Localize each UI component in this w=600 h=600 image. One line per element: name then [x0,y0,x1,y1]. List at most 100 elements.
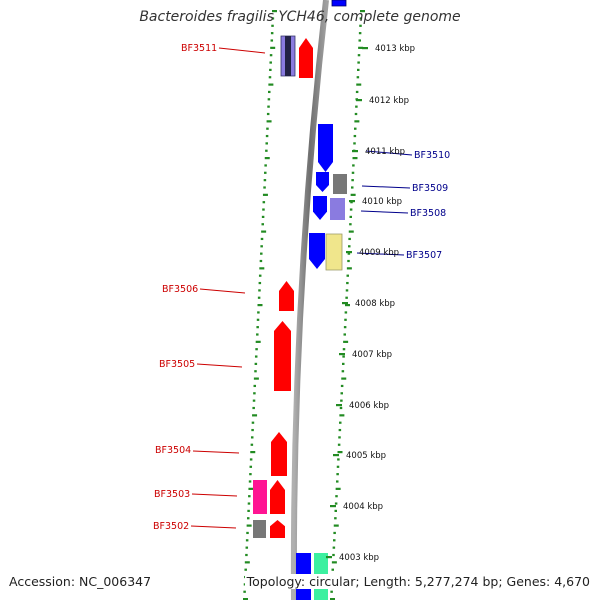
left-dotted-outline [254,362,258,365]
right-dotted-outline [349,208,353,211]
right-dotted-outline [347,252,351,255]
kbp-tick-label: 4010 kbp [362,197,402,207]
right-dotted-outline [346,274,349,277]
kbp-tick-label: 4006 kbp [349,401,389,411]
right-dotted-outline [349,223,352,226]
gene-label-minus: BF3511 [181,43,217,54]
right-dotted-outline [357,54,361,57]
gene-features [253,0,347,600]
gene-bf3509-gray [333,174,347,194]
left-dotted-outline [260,252,263,255]
kbp-tick-label: 4004 kbp [343,502,383,512]
right-dotted-outline [331,561,337,564]
left-dotted-outline [270,32,274,35]
right-dotted-outline [336,473,339,476]
gene-bf3505 [274,321,291,391]
label-connector [365,150,413,156]
left-dotted-outline [262,208,265,211]
right-dotted-outline [348,230,354,233]
left-dotted-outline [256,318,260,321]
kbp-tick-mark [346,251,352,254]
left-dotted-outline [261,230,267,233]
left-dotted-outline [250,451,256,454]
right-dotted-outline [345,296,348,299]
left-dotted-outline [251,428,254,432]
kbp-tick-label: 4005 kbp [346,451,386,461]
gene-label-plus: BF3507 [406,250,442,261]
dotted-outline [243,10,365,600]
left-dotted-outline [248,487,254,490]
right-dotted-outline [344,311,348,314]
left-dotted-outline [257,311,260,314]
gene-bf3502 [270,520,285,538]
right-dotted-outline [356,76,360,79]
left-dotted-outline [260,245,263,248]
gene-label-plus: BF3509 [412,183,448,194]
kbp-tick-mark [356,99,362,102]
left-dotted-outline [244,561,250,564]
left-dotted-outline [252,399,256,402]
left-dotted-outline [245,546,249,549]
gene-label-minus: BF3502 [153,521,189,532]
left-dotted-outline [258,289,261,292]
right-dotted-outline [332,546,336,549]
left-dotted-outline [249,458,253,461]
right-dotted-outline [334,509,337,512]
right-dotted-outline [351,171,355,174]
label-connector [190,525,237,529]
label-connector [218,47,266,54]
left-dotted-outline [256,326,259,329]
kbp-tick-mark [349,200,355,203]
gene-bf3504 [271,432,287,476]
label-connector [192,450,240,454]
left-dotted-outline [252,414,258,417]
right-dotted-outline [355,90,359,94]
left-dotted-outline [251,421,255,424]
left-dotted-outline [269,61,272,64]
gene-labels: BF3511 BF3506 BF3505 BF3504 BF3503 BF3502 BF35… [153,43,450,532]
left-dotted-outline [247,509,250,512]
left-dotted-outline [248,495,251,498]
left-dotted-outline [250,436,254,439]
right-dotted-outline [333,539,336,542]
left-dotted-outline [265,142,268,145]
gene-bf3511-red [299,38,313,78]
kbp-tick-mark [339,353,345,356]
left-dotted-outline [265,134,269,138]
left-dotted-outline [269,54,273,57]
right-dotted-outline [345,304,350,307]
left-dotted-outline [243,598,248,600]
left-dotted-outline [263,186,266,189]
right-dotted-outline [348,245,351,248]
right-dotted-outline [333,531,336,535]
right-dotted-outline [341,370,345,373]
left-dotted-outline [264,171,267,174]
right-dotted-outline [347,259,350,263]
right-dotted-outline [333,524,339,527]
label-connector [199,288,246,294]
right-dotted-outline [342,355,345,358]
left-dotted-outline [245,539,249,542]
kbp-tick-label: 4003 kbp [339,553,379,563]
topology-text: Topology: circular; Length: 5,277,274 bp… [244,574,592,589]
right-dotted-outline [335,487,341,490]
right-dotted-outline [334,517,337,520]
gene-bf3503 [270,480,285,514]
kbp-tick-label: 4011 kbp [365,147,405,157]
right-dotted-outline [337,458,340,461]
right-dotted-outline [346,281,349,285]
right-dotted-outline [354,120,360,123]
left-dotted-outline [254,370,257,373]
left-dotted-outline [267,98,271,101]
kbp-tick-mark [362,47,368,50]
gene-label-minus: BF3504 [155,445,191,456]
left-dotted-outline [267,105,270,108]
gene-bf3509 [316,172,329,192]
left-dotted-outline [272,10,277,13]
right-dotted-outline [342,362,345,365]
left-dotted-outline [261,223,264,226]
right-dotted-outline [351,179,354,182]
left-dotted-outline [268,76,272,79]
right-dotted-outline [346,267,352,270]
